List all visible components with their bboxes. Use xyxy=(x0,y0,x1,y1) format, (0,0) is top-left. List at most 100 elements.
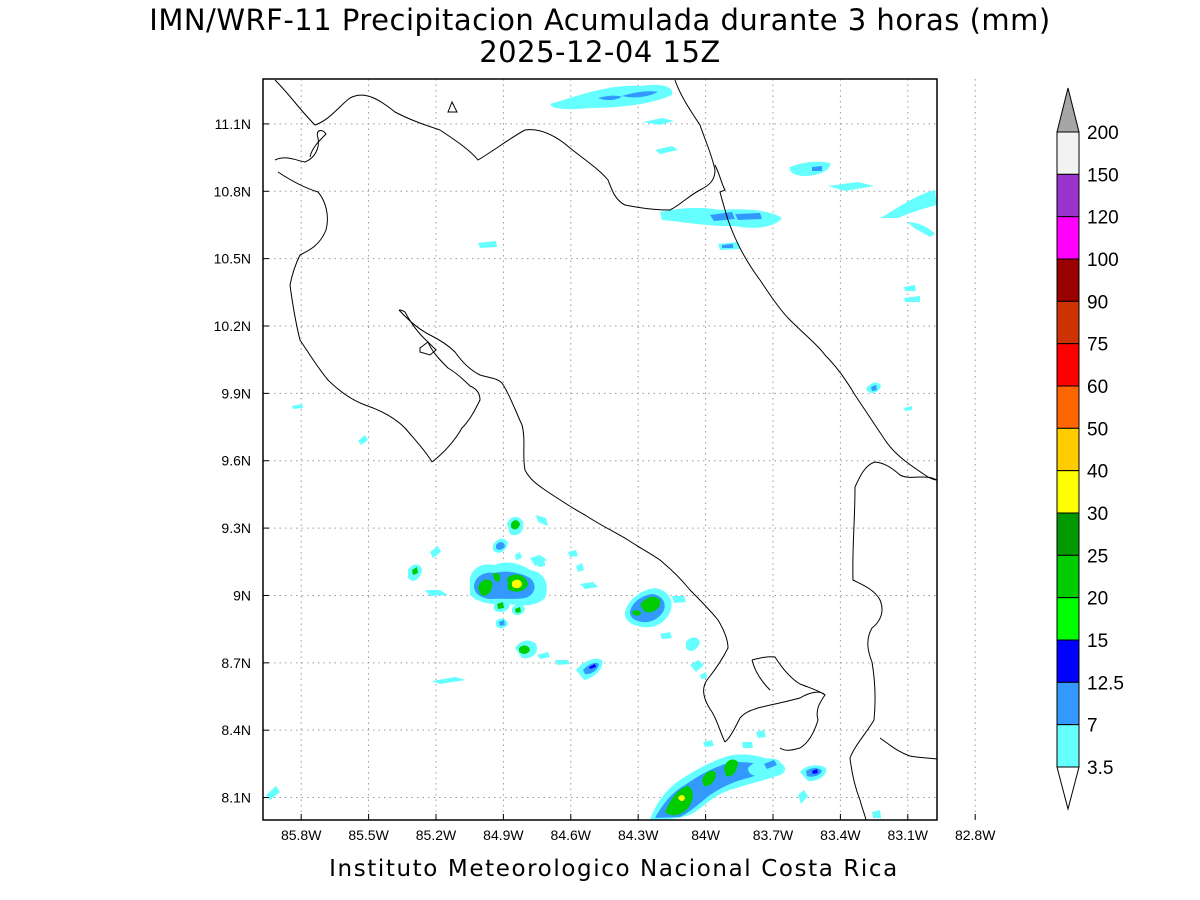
nicoya-east-coast xyxy=(398,309,729,743)
precip-patch-cyan xyxy=(904,296,920,302)
lat-tick-label: 9.3N xyxy=(221,520,251,536)
precip-patch-green xyxy=(632,610,641,616)
precip-patch-blue xyxy=(622,91,658,98)
precip-patch-cyan xyxy=(904,406,912,411)
precip-patch-blue xyxy=(812,166,822,171)
lat-tick-label: 9.6N xyxy=(221,453,251,469)
colorbar-level-label: 75 xyxy=(1087,335,1108,356)
lon-tick-label: 83.1W xyxy=(888,827,929,843)
colorbar-level-label: 100 xyxy=(1087,250,1119,271)
osa-peninsula xyxy=(724,691,826,751)
precip-patch-cyan xyxy=(515,552,522,560)
colorbar-swatch xyxy=(1056,131,1080,175)
colorbar-level-label: 200 xyxy=(1087,123,1119,144)
precip-patch-blue xyxy=(722,244,733,248)
lat-tick-label: 10.5N xyxy=(214,251,251,267)
lon-tick-label: 83.7W xyxy=(753,827,794,843)
colorbar-top-arrow xyxy=(1056,87,1080,133)
axes: 11.1N 10.8N 10.5N 10.2N 9.9N 9.6N 9.3N 9N 8.7N 8.… xyxy=(214,116,997,843)
precip-patch-darkblue xyxy=(589,664,596,669)
precip-patch-green xyxy=(497,602,504,609)
precip-patch-green xyxy=(493,572,501,582)
precip-patch-cyan xyxy=(568,550,578,557)
colorbar-level-label: 120 xyxy=(1087,208,1119,229)
precip-patch-cyan xyxy=(880,190,937,218)
colorbar-swatch xyxy=(1056,300,1080,345)
coastline-borders xyxy=(274,79,938,821)
precip-patch-green xyxy=(511,520,520,530)
colorbar-swatch xyxy=(1056,512,1080,556)
precip-patch-green xyxy=(515,607,521,613)
precip-patch-green xyxy=(640,596,661,613)
precip-patch-green xyxy=(724,759,738,777)
lon-tick-label: 85.5W xyxy=(348,827,389,843)
precip-patch-cyan xyxy=(742,742,753,748)
precip-patch-cyan xyxy=(655,146,678,154)
map-title: IMN/WRF-11 Precipitacion Acumulada duran… xyxy=(149,3,1051,37)
precip-patch-cyan xyxy=(537,652,550,659)
precip-patch-cyan xyxy=(425,590,448,596)
precip-patch-cyan xyxy=(700,672,707,679)
colorbar-bottom-arrow xyxy=(1056,766,1080,811)
colorbar-level-label: 50 xyxy=(1087,419,1108,440)
lon-tick-label: 84W xyxy=(691,827,721,843)
colorbar-swatch xyxy=(1056,681,1080,726)
lon-tick-label: 84.6W xyxy=(551,827,592,843)
lat-tick-label: 10.2N xyxy=(214,318,251,334)
precip-patch-cyan xyxy=(555,660,570,665)
footer-credit: Instituto Meteorologico Nacional Costa R… xyxy=(329,856,899,882)
precip-patch-blue xyxy=(710,212,735,221)
colorbar-swatch xyxy=(1056,258,1080,302)
colorbar-swatch xyxy=(1056,554,1080,599)
precip-patch-green xyxy=(478,579,493,596)
colorbar-level-label: 30 xyxy=(1087,504,1108,525)
lake-nicaragua-shore xyxy=(274,79,716,211)
precip-patch-cyan xyxy=(660,632,672,639)
lat-tick-label: 8.7N xyxy=(221,655,251,671)
precip-patch-cyan xyxy=(756,730,766,738)
precip-patch-blue xyxy=(735,213,762,220)
precip-patch-cyan xyxy=(690,660,704,672)
precip-patch-cyan xyxy=(530,555,547,566)
precip-patch-cyan xyxy=(580,582,598,589)
pacific-coast-north xyxy=(277,171,433,463)
precip-patch-yellow xyxy=(678,795,685,801)
precip-patch-darkblue xyxy=(812,769,818,774)
precip-patch-cyan xyxy=(643,118,674,125)
precip-patch-cyan xyxy=(789,161,831,176)
lat-tick-label: 8.4N xyxy=(221,722,251,738)
gulf-of-nicoya xyxy=(398,309,481,463)
lat-tick-label: 10.8N xyxy=(214,183,251,199)
lon-tick-label: 85.2W xyxy=(416,827,457,843)
precip-patch-green xyxy=(519,645,530,654)
precip-patch-cyan xyxy=(266,786,280,800)
colorbar-swatch xyxy=(1056,724,1080,768)
precip-patch-cyan xyxy=(430,546,441,558)
precip-patch-blue xyxy=(499,620,505,626)
colorbar-level-label: 15 xyxy=(1087,631,1108,652)
colorbar-swatch xyxy=(1056,597,1080,641)
precip-patch-cyan xyxy=(576,563,584,572)
colorbar-level-label: 60 xyxy=(1087,377,1108,398)
colorbar-swatch xyxy=(1056,173,1080,218)
precipitation-patches xyxy=(266,84,937,820)
lon-tick-label: 84.9W xyxy=(483,827,524,843)
lagoon xyxy=(419,341,437,356)
lat-tick-label: 9.9N xyxy=(221,385,251,401)
lat-tick-label: 9N xyxy=(233,587,251,603)
lon-tick-label: 83.4W xyxy=(820,827,861,843)
precip-patch-blue xyxy=(764,760,777,769)
precip-patch-green xyxy=(412,567,418,575)
colorbar-swatch xyxy=(1056,470,1080,514)
precip-patch-cyan xyxy=(908,222,935,237)
lon-tick-label: 85.8W xyxy=(281,827,322,843)
colorbar-level-label: 150 xyxy=(1087,165,1119,186)
colorbar-swatch xyxy=(1056,216,1080,260)
precip-patch-cyan xyxy=(828,182,874,191)
precip-patch-yellow xyxy=(512,579,522,589)
island xyxy=(447,100,458,113)
precip-patch-cyan xyxy=(478,241,497,248)
precip-patch-cyan xyxy=(536,515,548,526)
precip-patch-blue xyxy=(496,542,505,550)
